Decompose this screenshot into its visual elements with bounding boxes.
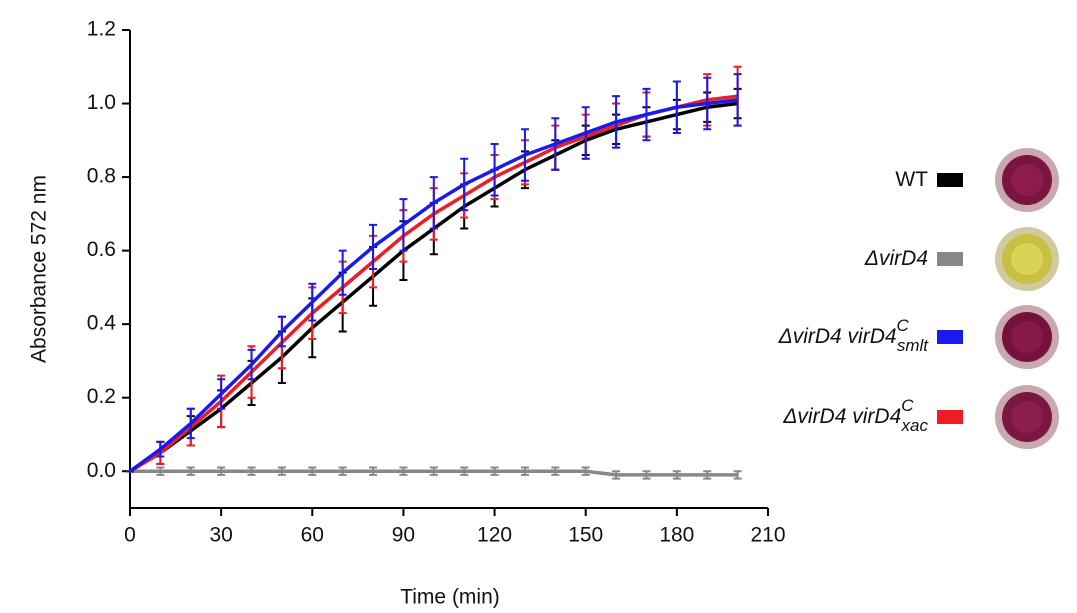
legend-swatch [937, 410, 963, 424]
x-tick-label: 30 [209, 524, 232, 547]
series [126, 87, 742, 473]
y-tick-label: 0.4 [87, 312, 117, 335]
x-tick-label: 150 [568, 524, 603, 547]
y-tick-label: 1.2 [87, 18, 116, 41]
legend-label: WT [895, 168, 928, 191]
legend-text: ΔvirD4 [864, 247, 928, 270]
legend-swatch [937, 252, 963, 266]
y-tick-label: 0.2 [87, 385, 116, 408]
legend-text: C [901, 396, 914, 415]
y-tick-label: 0.0 [87, 459, 116, 482]
legend-text: xac [901, 416, 929, 435]
x-tick-label: 0 [124, 524, 136, 547]
legend-text: WT [895, 168, 928, 191]
legend-text: smlt [897, 336, 929, 355]
x-tick-label: 210 [750, 524, 785, 547]
legend-swatch [937, 330, 963, 344]
x-tick-label: 60 [301, 524, 324, 547]
series [126, 73, 742, 473]
legend-swatch [937, 173, 963, 187]
legend-label: ΔvirD4 virD4C xac [782, 396, 928, 435]
legend-text: C [897, 316, 910, 335]
x-tick-label: 90 [392, 524, 415, 547]
y-axis-title: Absorbance 572 nm [28, 175, 51, 363]
y-tick-label: 0.8 [87, 165, 116, 188]
y-tick-label: 1.0 [87, 91, 116, 114]
series-line [130, 469, 738, 477]
well-photos [995, 148, 1059, 449]
legend-label: ΔvirD4 [864, 247, 928, 270]
legend-label: ΔvirD4 virD4C smlt [778, 316, 930, 355]
y-tick-label: 0.6 [87, 238, 116, 261]
legend-text: ΔvirD4 virD4 [778, 325, 897, 348]
series-line [128, 98, 738, 473]
x-tick-label: 120 [477, 524, 512, 547]
series [126, 466, 742, 480]
legend-text: ΔvirD4 virD4 [782, 405, 901, 428]
x-axis-title: Time (min) [400, 586, 500, 609]
x-tick-label: 180 [659, 524, 694, 547]
